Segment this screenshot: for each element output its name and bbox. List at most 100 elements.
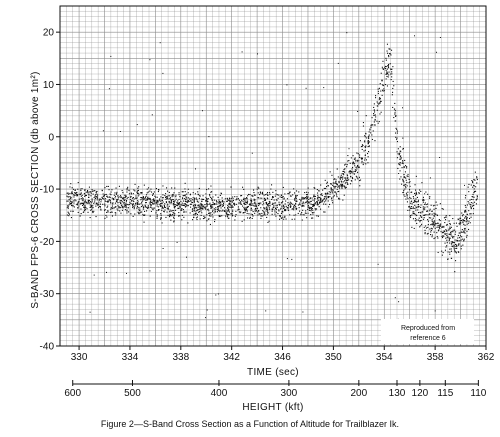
data-point [320,208,322,210]
data-point [257,197,259,199]
data-point [398,163,400,165]
data-point [381,79,383,81]
data-point [396,137,398,139]
data-point [218,215,220,217]
data-point [95,191,97,193]
data-point [167,203,169,205]
data-point [70,200,72,202]
data-point [70,196,72,198]
data-point [359,185,361,187]
data-point [266,204,268,206]
data-point [374,124,376,126]
data-point [312,205,314,207]
data-point [299,210,301,212]
data-point [186,256,187,258]
y-tick-label: 0 [48,132,54,143]
data-point [96,193,98,195]
data-point [275,215,277,217]
data-point [449,226,451,228]
data-point [460,219,462,221]
data-point [380,100,382,102]
data-point [216,201,218,203]
data-point [426,210,428,212]
data-point [352,163,354,165]
data-point [271,203,273,205]
data-point [332,202,334,204]
data-point [171,215,173,217]
data-point [314,203,316,205]
x-tick-label: 346 [274,352,291,363]
data-point [78,193,80,195]
data-point [146,192,148,194]
data-point [212,201,214,203]
data-point [243,212,245,214]
data-point [182,198,184,200]
data-point [234,219,236,221]
data-point [304,212,306,214]
data-point [118,207,120,209]
data-point [451,241,453,243]
data-point [395,136,397,138]
data-point [145,195,147,197]
data-point [171,187,173,189]
data-point [190,206,192,208]
data-point [436,204,438,206]
data-point [466,213,468,215]
data-point [463,220,465,222]
data-point [439,203,441,205]
data-point [283,207,285,209]
data-point [148,198,150,200]
data-point [412,206,414,208]
data-point [191,210,193,212]
data-point [214,221,216,223]
data-point [407,198,409,200]
x-tick-label: 334 [122,352,139,363]
data-point [185,200,187,202]
data-point [414,204,416,206]
data-point [430,229,432,231]
data-point [339,198,341,200]
data-point [77,195,79,197]
data-point [451,231,453,233]
data-point [452,241,454,243]
data-point [361,145,363,147]
data-point [394,120,396,122]
data-point [128,189,130,191]
data-point [434,227,436,229]
data-point [186,201,188,203]
data-point [241,199,243,201]
data-point [429,208,431,210]
data-point [106,206,108,208]
data-point [233,203,235,205]
data-point [462,214,464,216]
x-tick-label: 330 [71,352,88,363]
data-point [98,205,100,207]
data-point [377,90,379,92]
data-point [134,213,136,215]
data-point [216,203,218,205]
data-point [171,195,173,197]
data-point [205,200,207,202]
data-point [259,194,261,196]
data-point [219,210,221,212]
data-point [179,206,181,208]
data-point [373,114,375,116]
data-point [143,184,145,186]
data-point [316,201,318,203]
data-point [454,242,456,244]
data-point [144,204,146,206]
data-point [108,200,110,202]
data-point [214,209,216,211]
data-point [350,183,352,185]
data-point [202,218,204,220]
data-point [234,196,236,198]
height-tick-label: 300 [281,388,298,399]
data-point [401,183,403,185]
data-point [118,185,120,187]
data-point [208,136,210,138]
data-point [307,187,309,189]
data-point [209,223,211,225]
data-point [237,198,239,200]
data-point [273,199,275,201]
data-point [186,204,188,206]
